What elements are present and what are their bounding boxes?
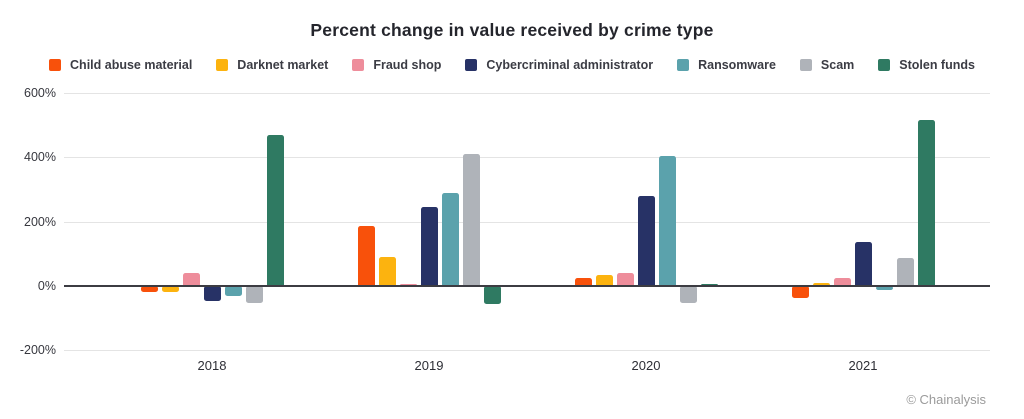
legend-label: Darknet market — [237, 58, 329, 72]
plot-area — [64, 93, 990, 351]
bar-fraud-shop-2018[interactable] — [182, 272, 200, 286]
bar-stolen-funds-2021[interactable] — [917, 120, 935, 286]
bar-scam-2020[interactable] — [679, 286, 697, 303]
legend-item-child-abuse-material[interactable]: Child abuse material — [49, 58, 192, 72]
bar-darknet-market-2021[interactable] — [812, 282, 830, 286]
x-axis-tick-label: 2021 — [848, 358, 878, 373]
legend-item-darknet-market[interactable]: Darknet market — [216, 58, 328, 72]
bar-cybercriminal-administrator-2020[interactable] — [637, 195, 655, 286]
bar-ransomware-2021[interactable] — [875, 286, 893, 290]
bar-ransomware-2018[interactable] — [224, 286, 242, 297]
legend-item-scam[interactable]: Scam — [799, 58, 855, 72]
bar-scam-2018[interactable] — [245, 286, 263, 303]
bar-child-abuse-material-2021[interactable] — [791, 286, 809, 298]
legend-swatch-icon — [49, 59, 62, 71]
y-axis-tick-label: 600% — [24, 86, 56, 100]
x-axis-line — [64, 284, 990, 287]
chart-title: Percent change in value received by crim… — [310, 20, 714, 40]
bar-child-abuse-material-2018[interactable] — [140, 286, 158, 292]
legend: Child abuse material Darknet market Fraud … — [0, 58, 1024, 72]
legend-label: Cybercriminal administrator — [486, 58, 654, 72]
bar-ransomware-2020[interactable] — [658, 155, 676, 286]
gridline — [64, 221, 990, 223]
legend-swatch-icon — [352, 59, 365, 71]
y-axis-tick-label: 0% — [37, 278, 56, 293]
bar-child-abuse-material-2019[interactable] — [357, 226, 375, 286]
gridline — [64, 157, 990, 159]
legend-swatch-icon — [216, 59, 229, 71]
legend-swatch-icon — [677, 59, 690, 71]
bar-cybercriminal-administrator-2019[interactable] — [420, 207, 438, 286]
bar-fraud-shop-2021[interactable] — [833, 277, 851, 286]
gridline — [64, 93, 990, 94]
legend-swatch-icon — [465, 59, 478, 71]
x-axis-tick-label: 2019 — [414, 358, 444, 373]
legend-swatch-icon — [799, 59, 812, 71]
bar-darknet-market-2018[interactable] — [161, 286, 179, 292]
bar-child-abuse-material-2020[interactable] — [574, 277, 592, 286]
bar-darknet-market-2019[interactable] — [378, 256, 396, 286]
bar-fraud-shop-2020[interactable] — [616, 272, 634, 286]
legend-item-ransomware[interactable]: Ransomware — [677, 58, 776, 72]
legend-item-fraud-shop[interactable]: Fraud shop — [352, 58, 441, 72]
legend-label: Fraud shop — [373, 58, 442, 72]
y-axis-tick-label: 200% — [24, 214, 56, 229]
bar-scam-2021[interactable] — [896, 258, 914, 286]
legend-label: Ransomware — [698, 58, 776, 72]
legend-label: Stolen funds — [899, 58, 975, 72]
legend-item-stolen-funds[interactable]: Stolen funds — [878, 58, 975, 72]
gridline — [64, 350, 990, 351]
y-axis-tick-label: 400% — [24, 150, 56, 165]
legend-label: Child abuse material — [70, 58, 193, 72]
legend-swatch-icon — [878, 59, 891, 71]
bar-stolen-funds-2018[interactable] — [266, 134, 284, 286]
bar-cybercriminal-administrator-2021[interactable] — [854, 242, 872, 286]
credit-text: © Chainalysis — [906, 392, 986, 407]
legend-label: Scam — [820, 58, 855, 72]
legend-item-cybercriminal-administrator[interactable]: Cybercriminal administrator — [465, 58, 653, 72]
bar-scam-2019[interactable] — [462, 154, 480, 286]
bar-darknet-market-2020[interactable] — [595, 274, 613, 286]
bar-ransomware-2019[interactable] — [441, 192, 459, 286]
y-axis-tick-label: -200% — [19, 343, 56, 357]
x-axis-tick-label: 2018 — [197, 358, 227, 373]
x-axis-tick-label: 2020 — [631, 358, 661, 373]
bar-cybercriminal-administrator-2018[interactable] — [203, 286, 221, 302]
bar-stolen-funds-2019[interactable] — [483, 286, 501, 305]
